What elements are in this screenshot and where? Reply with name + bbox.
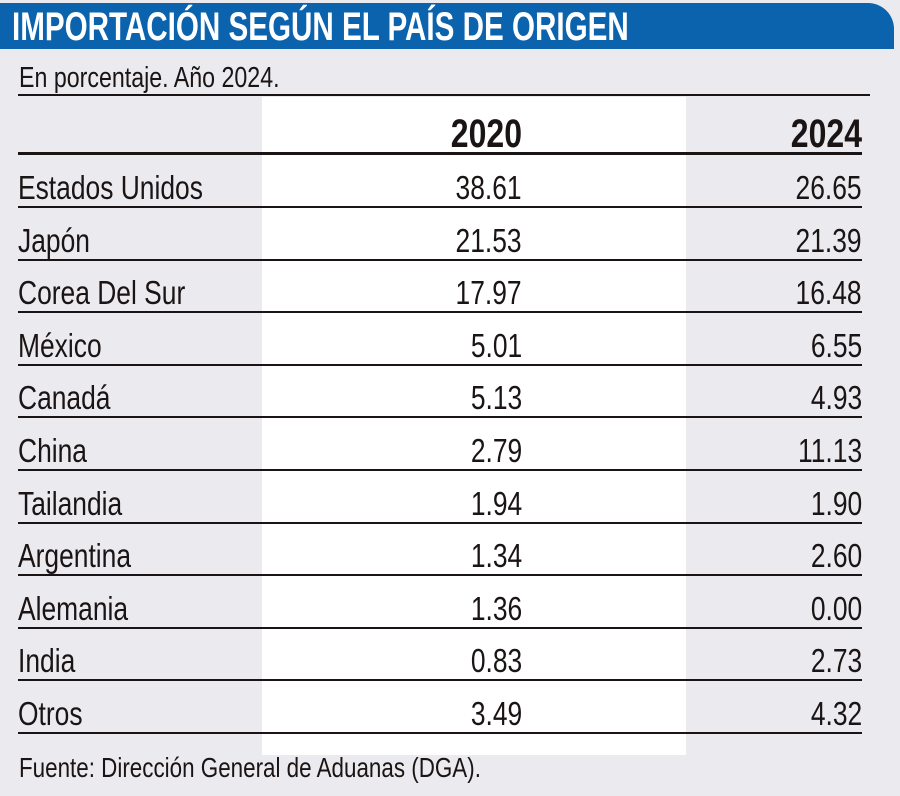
value-2024-cell: 4.93 xyxy=(810,379,862,417)
row-divider xyxy=(18,679,862,682)
value-2020-cell: 5.13 xyxy=(470,379,522,417)
value-2024-cell: 21.39 xyxy=(795,221,862,259)
country-cell: China xyxy=(18,432,87,469)
header-divider xyxy=(18,152,862,155)
value-2024-cell: 4.32 xyxy=(810,695,862,732)
value-2020-cell: 3.49 xyxy=(470,695,522,732)
row-divider xyxy=(18,574,862,577)
value-2020-cell: 1.34 xyxy=(470,537,522,575)
value-2020-cell: 5.01 xyxy=(470,326,522,364)
value-2024-cell: 2.73 xyxy=(810,642,862,680)
value-2020-cell: 0.83 xyxy=(470,642,522,680)
column-header-2020: 2020 xyxy=(450,112,522,156)
table-row: México 5.01 6.55 xyxy=(18,313,862,366)
subtitle: En porcentaje. Año 2024. xyxy=(19,62,280,94)
country-cell: Canadá xyxy=(18,379,111,417)
row-divider xyxy=(18,258,862,261)
value-2024-cell: 6.55 xyxy=(810,326,862,364)
table-row: Tailandia 1.94 1.90 xyxy=(18,471,862,524)
value-2024-cell: 26.65 xyxy=(795,169,862,206)
country-cell: India xyxy=(18,642,76,680)
country-cell: Otros xyxy=(18,695,83,732)
source-note: Fuente: Dirección General de Aduanas (DG… xyxy=(19,752,481,783)
chart-title: IMPORTACIÓN SEGÚN EL PAÍS DE ORIGEN xyxy=(12,5,629,49)
row-divider xyxy=(18,521,862,524)
value-2020-cell: 17.97 xyxy=(455,274,522,312)
value-2020-cell: 21.53 xyxy=(455,221,522,259)
row-divider xyxy=(18,416,862,419)
value-2020-cell: 38.61 xyxy=(455,169,522,206)
value-2024-cell: 16.48 xyxy=(795,274,862,312)
value-2024-cell: 0.00 xyxy=(810,589,862,627)
value-2024-cell: 2.60 xyxy=(810,537,862,575)
value-2024-cell: 11.13 xyxy=(797,432,862,469)
table-row: Japón 21.53 21.39 xyxy=(18,208,862,261)
table-row: Estados Unidos 38.61 26.65 xyxy=(18,155,862,208)
table-row: India 0.83 2.73 xyxy=(18,628,862,682)
row-divider xyxy=(18,732,862,734)
table-row: China 2.79 11.13 xyxy=(18,418,862,471)
value-2020-cell: 1.94 xyxy=(470,484,522,522)
table-row: Otros 3.49 4.32 xyxy=(18,681,862,734)
country-cell: Argentina xyxy=(18,537,132,575)
country-cell: Alemania xyxy=(18,589,129,627)
row-divider xyxy=(18,311,862,314)
table-row: Argentina 1.34 2.60 xyxy=(18,523,862,577)
value-2024-cell: 1.90 xyxy=(810,484,862,522)
divider xyxy=(18,94,870,96)
table-row: Alemania 1.36 0.00 xyxy=(18,576,862,629)
column-header-2024: 2024 xyxy=(790,112,862,156)
row-divider xyxy=(18,206,862,208)
country-cell: Japón xyxy=(18,221,90,259)
row-divider xyxy=(18,363,862,366)
country-cell: Estados Unidos xyxy=(18,169,203,206)
country-cell: México xyxy=(18,326,102,364)
country-cell: Corea Del Sur xyxy=(18,274,186,312)
value-2020-cell: 1.36 xyxy=(470,589,522,627)
table-row: Corea Del Sur 17.97 16.48 xyxy=(18,260,862,314)
row-divider xyxy=(18,626,862,629)
row-divider xyxy=(18,469,862,471)
country-cell: Tailandia xyxy=(18,484,123,522)
title-bar: IMPORTACIÓN SEGÚN EL PAÍS DE ORIGEN xyxy=(0,3,894,49)
table-row: Canadá 5.13 4.93 xyxy=(18,365,862,419)
value-2020-cell: 2.79 xyxy=(470,432,522,469)
